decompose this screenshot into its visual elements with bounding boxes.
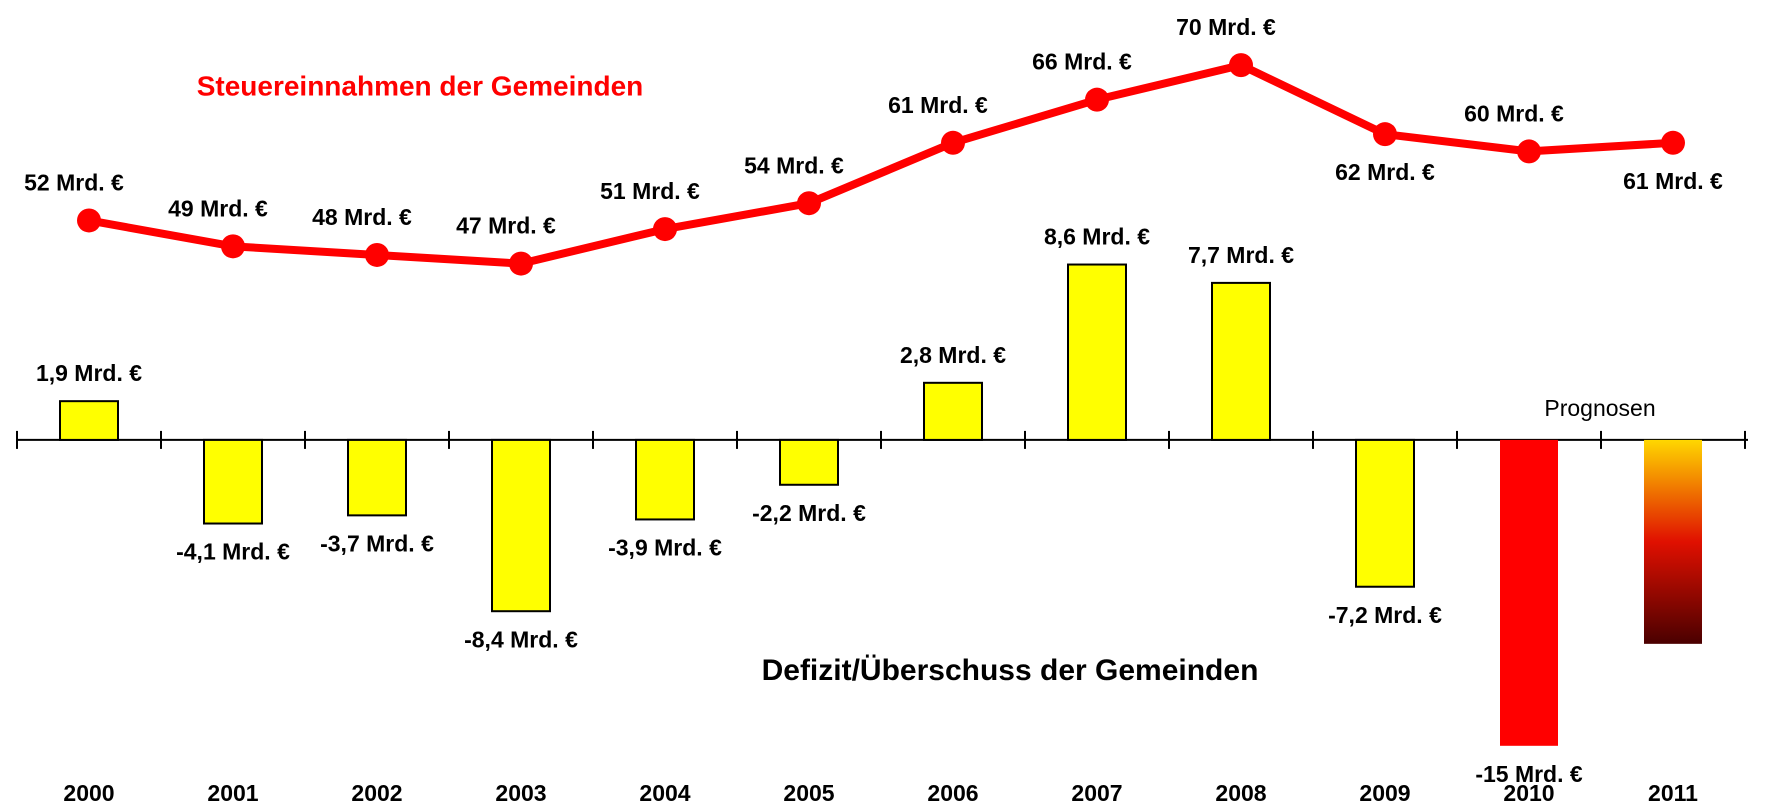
line-point [1661, 130, 1685, 155]
bar [491, 438, 551, 613]
bar [779, 438, 839, 486]
line-point [365, 242, 389, 267]
bar [1067, 263, 1127, 441]
bar-value-label: 1,9 Mrd. € [36, 360, 142, 386]
line-value-label: 48 Mrd. € [312, 204, 412, 230]
x-tick-label: 2004 [639, 780, 690, 806]
bar-value-label: -7,2 Mrd. € [1328, 602, 1442, 628]
line-value-label: 66 Mrd. € [1032, 49, 1132, 75]
bar-value-label: -3,9 Mrd. € [608, 535, 722, 561]
bar [59, 400, 119, 441]
line-point [77, 208, 101, 233]
line-value-label: 60 Mrd. € [1464, 101, 1564, 127]
x-tick-label: 2002 [351, 780, 402, 806]
bar-value-label: -2,2 Mrd. € [752, 500, 866, 526]
bar [347, 438, 407, 517]
line-point [1373, 122, 1397, 147]
x-tick-label: 2009 [1359, 780, 1410, 806]
bar-value-label: 8,6 Mrd. € [1044, 224, 1150, 250]
x-tick-label: 2008 [1215, 780, 1266, 806]
line-value-label: 51 Mrd. € [600, 178, 700, 204]
bar [1211, 281, 1271, 441]
line-point [941, 130, 965, 155]
line [88, 61, 1674, 268]
x-tick-label: 2007 [1071, 780, 1122, 806]
x-tick-label: 2010 [1503, 780, 1554, 806]
x-tick-label: 2005 [783, 780, 834, 806]
bar-value-label: -4,1 Mrd. € [176, 539, 290, 565]
line-value-label: 52 Mrd. € [24, 170, 124, 196]
bar [1355, 438, 1415, 588]
bar-value-label: 7,7 Mrd. € [1188, 242, 1294, 268]
bar-series-title: Defizit/Überschuss der Gemeinden [762, 654, 1259, 687]
line-point [1085, 87, 1109, 112]
bar-value-label: -15 Mrd. € [1475, 761, 1583, 787]
bar-value-label: -8,4 Mrd. € [464, 626, 578, 652]
bar [635, 438, 695, 521]
line-point [653, 217, 677, 242]
bar [923, 381, 983, 441]
annotation: Prognosen [1544, 395, 1655, 421]
line-value-label: 54 Mrd. € [744, 152, 844, 178]
line-point [1517, 139, 1541, 164]
line-point [509, 251, 533, 276]
line-value-label: 49 Mrd. € [168, 195, 268, 221]
x-tick-label: 2000 [63, 780, 114, 806]
line-point [797, 191, 821, 216]
line-value-label: 61 Mrd. € [888, 92, 988, 118]
line-point [1229, 53, 1253, 78]
bar-value-label: 2,8 Mrd. € [900, 342, 1006, 368]
line-point [221, 234, 245, 259]
line-value-label: 70 Mrd. € [1176, 14, 1276, 40]
x-tick-label: 2003 [495, 780, 546, 806]
line-value-label: 62 Mrd. € [1335, 159, 1435, 185]
x-tick-label: 2006 [927, 780, 978, 806]
line-value-label: 47 Mrd. € [456, 213, 556, 239]
line-series-title: Steuereinnahmen der Gemeinden [197, 70, 644, 101]
x-tick-label: 2001 [207, 780, 258, 806]
bar [1500, 439, 1558, 746]
line-value-label: 61 Mrd. € [1623, 168, 1723, 194]
bar [1644, 439, 1702, 644]
x-tick-label: 2011 [1648, 780, 1698, 806]
bar-value-label: -3,7 Mrd. € [320, 530, 434, 556]
bar [203, 438, 263, 525]
